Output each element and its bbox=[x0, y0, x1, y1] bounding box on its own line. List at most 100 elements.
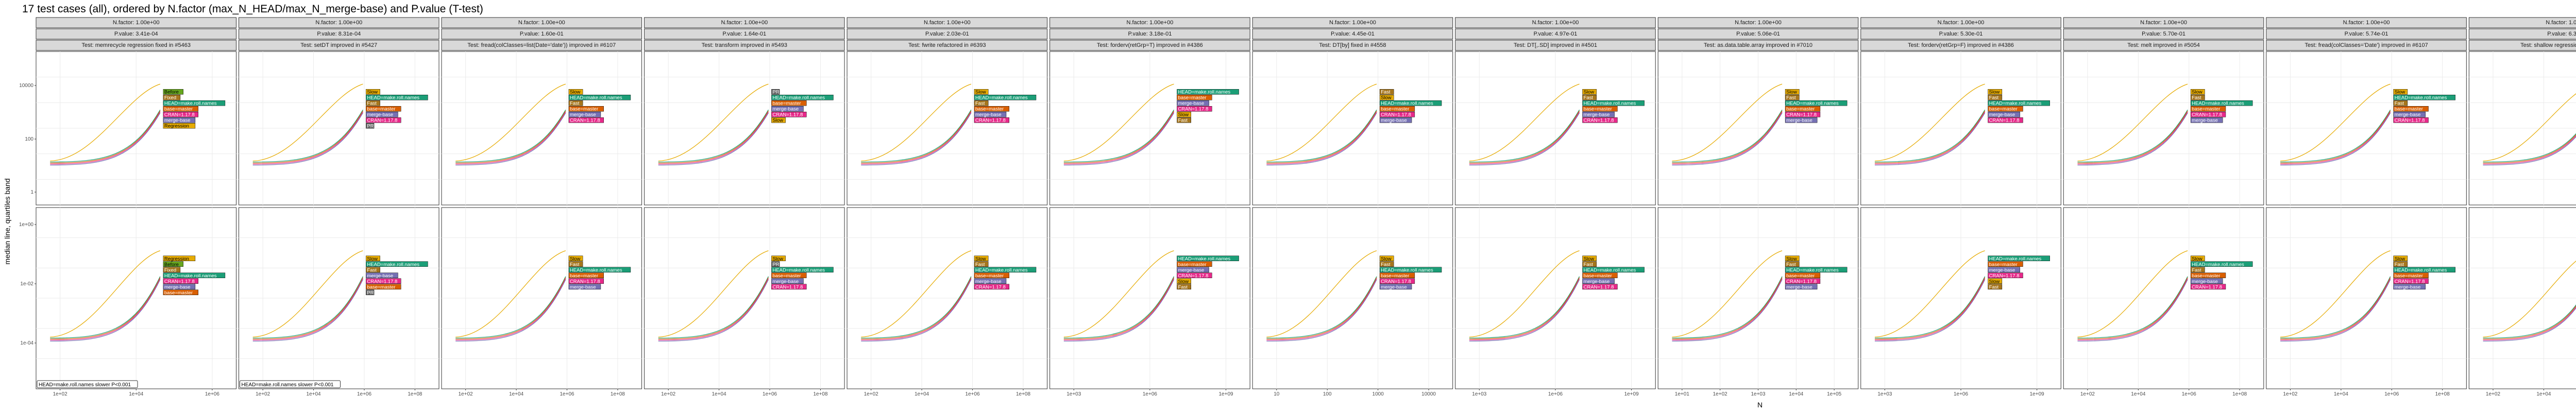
direct-label: merge-base bbox=[771, 278, 804, 284]
direct-label-bg bbox=[568, 106, 604, 112]
direct-label: Fast bbox=[974, 261, 989, 267]
strip-bg bbox=[2266, 28, 2467, 40]
strip-label: N.factor: 1.00e+00 bbox=[1938, 20, 1985, 26]
series-line bbox=[1266, 277, 1377, 340]
direct-label-bg bbox=[771, 267, 834, 273]
x-tick: 1e+02 bbox=[53, 389, 67, 397]
direct-label: base=master bbox=[366, 106, 401, 112]
direct-label-text: merge-base bbox=[2192, 279, 2218, 284]
direct-label-text: Slow bbox=[2395, 90, 2405, 95]
direct-label: CRAN=1.17.8 bbox=[771, 111, 807, 118]
x-tick-label: 1e+06 bbox=[1954, 391, 1969, 397]
series-line bbox=[2077, 109, 2188, 163]
direct-label-bg bbox=[1988, 255, 2050, 262]
x-tick-label: 1e+03 bbox=[1472, 391, 1487, 397]
strip-label: P.value: 5.06e-01 bbox=[1736, 31, 1780, 37]
direct-label-bg bbox=[163, 272, 226, 279]
strip-label: N.factor: 1.00e+00 bbox=[1532, 20, 1579, 26]
direct-label: base=master bbox=[163, 106, 198, 112]
strip-bg bbox=[36, 40, 237, 51]
direct-label: CRAN=1.17.8 bbox=[1379, 111, 1415, 118]
strip-label: Test: memrecycle regression fixed in #54… bbox=[81, 42, 191, 48]
x-tick-label: 1e+06 bbox=[357, 391, 372, 397]
direct-label-text: merge-base bbox=[570, 284, 596, 290]
direct-label: merge-base bbox=[974, 278, 1007, 284]
direct-label-text: CRAN=1.17.8 bbox=[164, 112, 195, 118]
x-tick-label: 1e+06 bbox=[762, 391, 777, 397]
series-line bbox=[658, 109, 769, 163]
series-line bbox=[1874, 276, 1986, 339]
direct-label: Slow bbox=[1582, 255, 1597, 262]
series-line bbox=[2280, 279, 2391, 342]
direct-label-bg bbox=[366, 100, 380, 106]
direct-label-text: Slow bbox=[1178, 279, 1189, 284]
direct-label-text: Regression bbox=[164, 256, 189, 262]
direct-label-text: base=master bbox=[1584, 107, 1612, 112]
direct-label: HEAD=make.roll.names bbox=[1785, 100, 1848, 107]
direct-label: CRAN=1.17.8 bbox=[568, 117, 604, 124]
series-line bbox=[658, 112, 769, 166]
series-line bbox=[50, 279, 161, 342]
strip-p-value: P.value: 5.30e-01 bbox=[1860, 28, 2061, 40]
series-line bbox=[1874, 277, 1986, 340]
series-line bbox=[1063, 278, 1175, 341]
y-tick: 1e+00 bbox=[19, 222, 36, 228]
x-tick-label: 1e+04 bbox=[509, 391, 524, 397]
direct-label: Fast bbox=[366, 100, 380, 107]
series-line bbox=[1874, 250, 1985, 338]
direct-label-bg bbox=[1379, 284, 1412, 290]
direct-label-bg bbox=[568, 111, 601, 117]
direct-label: HEAD=make.roll.names bbox=[974, 94, 1037, 101]
direct-label-text: Slow bbox=[367, 90, 378, 95]
strip-bg bbox=[1860, 40, 2061, 51]
y-tick-label: 100 bbox=[25, 136, 33, 142]
direct-label-bg bbox=[366, 284, 401, 290]
direct-label-bg bbox=[2393, 106, 2429, 112]
direct-label-text: HEAD=make.roll.names bbox=[772, 267, 825, 273]
direct-label-bg bbox=[568, 117, 604, 123]
direct-label-bg bbox=[974, 89, 989, 95]
direct-label-bg bbox=[2393, 111, 2426, 117]
direct-label: base=master bbox=[1785, 106, 1821, 112]
series-line bbox=[658, 110, 769, 164]
direct-label: HEAD=make.roll.names bbox=[163, 272, 226, 279]
direct-label-bg bbox=[1177, 255, 1239, 262]
direct-label-bg bbox=[163, 289, 198, 296]
strip-test-name: Test: memrecycle regression fixed in #54… bbox=[36, 40, 237, 51]
series-line bbox=[861, 83, 972, 162]
direct-label: merge-base bbox=[1582, 278, 1615, 284]
series-line bbox=[1672, 110, 1783, 164]
strip-label: N.factor: 1.00e+00 bbox=[113, 20, 160, 26]
direct-label: CRAN=1.17.8 bbox=[1988, 272, 2023, 279]
series-line bbox=[861, 109, 972, 163]
x-tick: 1e+04 bbox=[129, 389, 144, 397]
x-tick-label: 1e+08 bbox=[2435, 391, 2450, 397]
x-tick: 1e+02 bbox=[661, 389, 676, 397]
direct-label: HEAD=make.roll.names bbox=[771, 267, 834, 273]
direct-label-bg bbox=[1785, 255, 1800, 262]
direct-label: base=master bbox=[1988, 106, 2023, 112]
direct-label-bg bbox=[163, 111, 198, 117]
series-line bbox=[1469, 112, 1580, 166]
x-tick: 1e+02 bbox=[2283, 389, 2298, 397]
series-line bbox=[252, 277, 363, 340]
series-line bbox=[1672, 279, 1783, 342]
direct-label-bg bbox=[1988, 89, 2003, 95]
direct-label-bg bbox=[1785, 117, 1818, 123]
direct-label-bg bbox=[163, 278, 198, 284]
strip-bg bbox=[1252, 28, 1453, 40]
direct-label-bg bbox=[1379, 94, 1394, 100]
series-line bbox=[1469, 250, 1580, 338]
direct-label-text: Fast bbox=[2192, 95, 2201, 101]
direct-label-text: base=master bbox=[1381, 107, 1409, 112]
direct-label-text: merge-base bbox=[1584, 112, 1610, 118]
direct-label-bg bbox=[163, 261, 183, 267]
direct-label-text: merge-base bbox=[772, 279, 799, 284]
direct-label-text: HEAD=make.roll.names bbox=[1178, 90, 1231, 95]
direct-label-bg bbox=[974, 284, 1010, 290]
x-tick-label: 1e+05 bbox=[1827, 391, 1842, 397]
x-tick-label: 1e+06 bbox=[205, 391, 220, 397]
direct-label: CRAN=1.17.8 bbox=[974, 284, 1010, 290]
direct-label-bg bbox=[163, 255, 196, 262]
direct-label-text: CRAN=1.17.8 bbox=[2395, 279, 2425, 284]
